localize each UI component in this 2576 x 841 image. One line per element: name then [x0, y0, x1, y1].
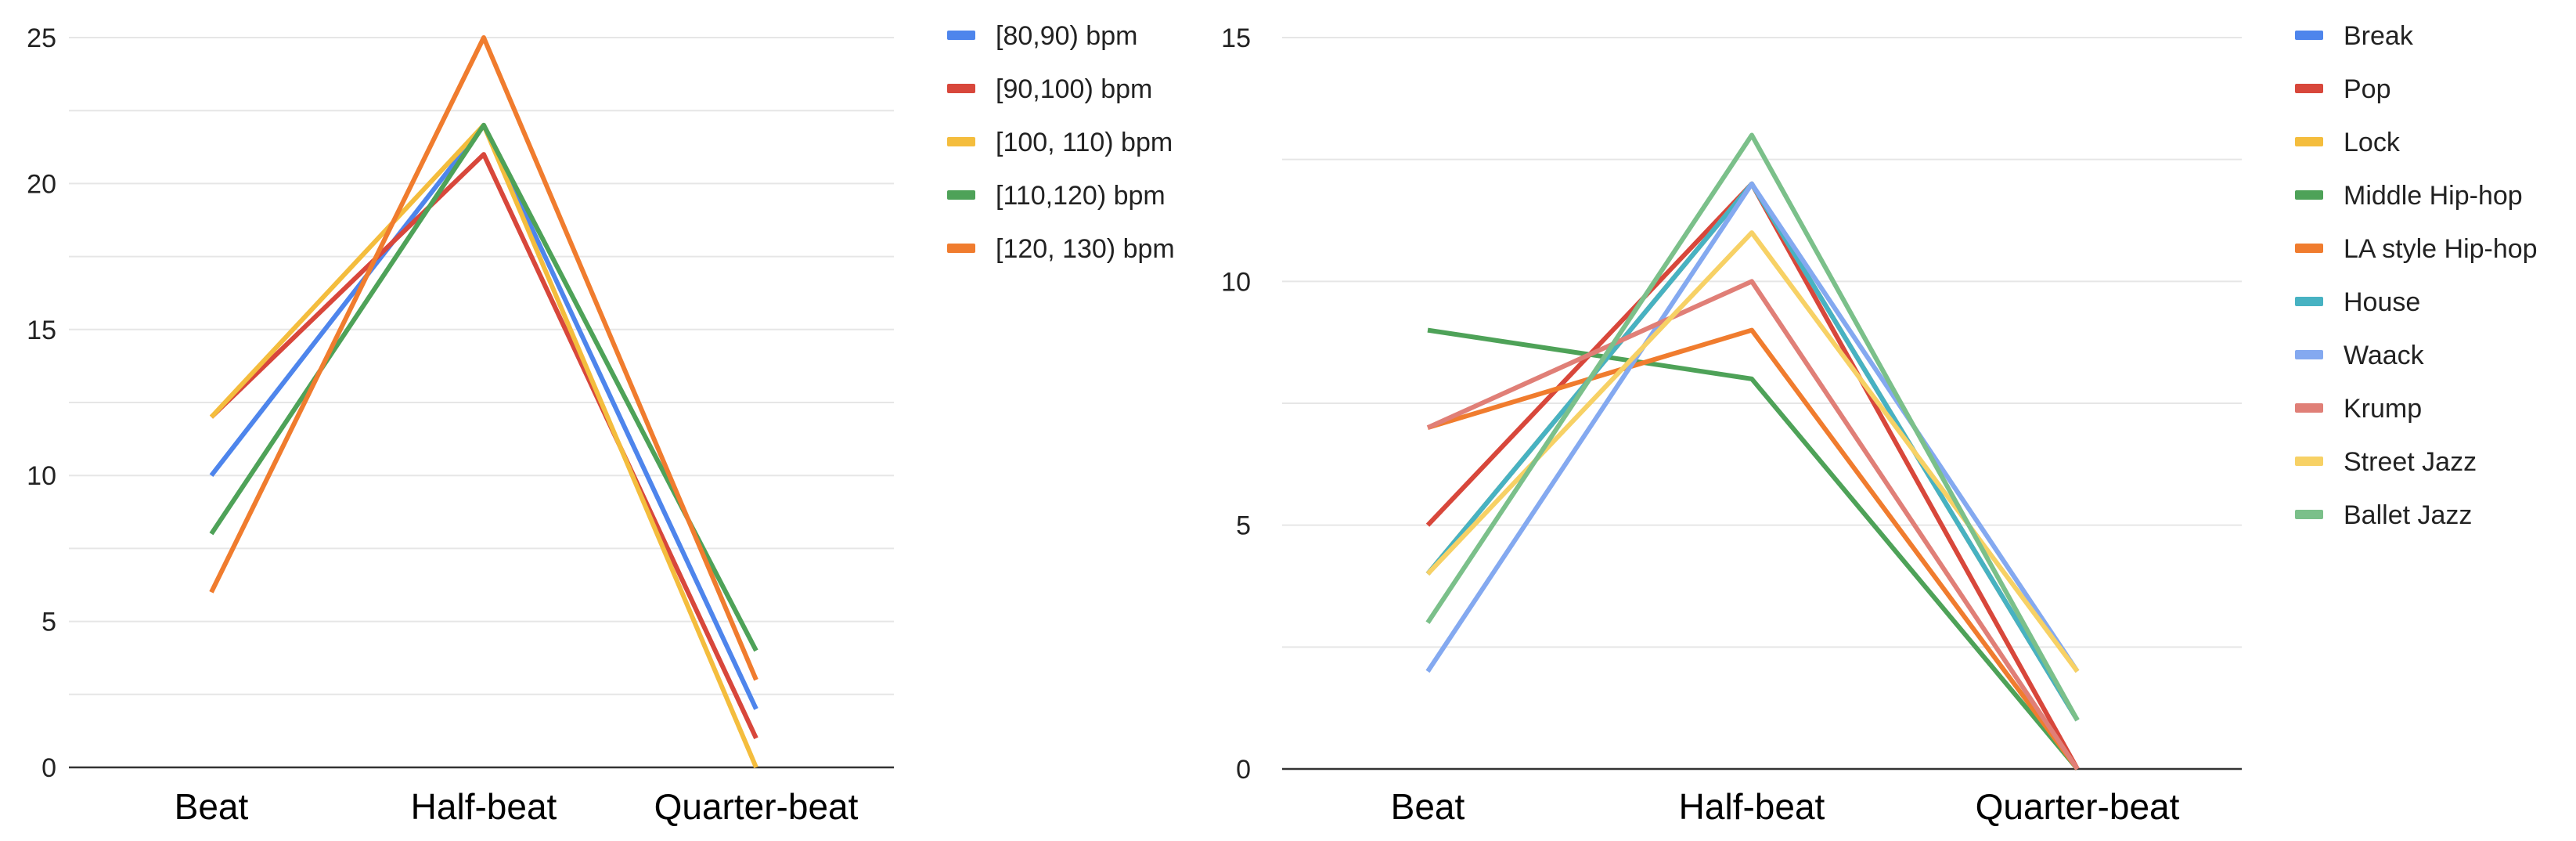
legend-label-ballet-jazz: Ballet Jazz — [2344, 500, 2472, 530]
legend-swatch-80-90-bpm — [947, 31, 975, 40]
legend-swatch-middle-hip-hop — [2295, 190, 2323, 200]
legend-swatch-la-style-hip-hop — [2295, 244, 2323, 253]
legend-swatch-110-120-bpm — [947, 190, 975, 200]
legend-label-krump: Krump — [2344, 394, 2422, 424]
legend-label-110-120-bpm: [110,120) bpm — [996, 181, 1166, 211]
x-tick-label: Half-beat — [411, 786, 557, 827]
chart-dance-genres: 0 5 10 15 Beat Half-beat Quarter-beat Break Pop L… — [1221, 21, 2537, 827]
legend-swatch-120-130-bpm — [947, 244, 975, 253]
legend-swatch-house — [2295, 297, 2323, 306]
y-tick-label: 0 — [1236, 755, 1251, 785]
series-line-120-130-bpm — [209, 35, 758, 681]
y-tick-label: 20 — [27, 169, 56, 199]
legend-label-waack: Waack — [2344, 341, 2425, 370]
series-line-ballet-jazz — [1425, 132, 2080, 722]
y-tick-label: 0 — [41, 753, 56, 783]
legend-label-120-130-bpm: [120, 130) bpm — [996, 234, 1175, 264]
x-tick-label: Quarter-beat — [1976, 786, 2180, 827]
legend-swatch-break — [2295, 31, 2323, 40]
y-tick-label: 10 — [27, 461, 56, 491]
legend-label-100-110-bpm: [100, 110) bpm — [996, 128, 1173, 157]
y-tick-label: 5 — [41, 608, 56, 637]
legend-swatch-lock — [2295, 137, 2323, 146]
legend-swatch-street-jazz — [2295, 457, 2323, 466]
series-line-110-120-bpm — [209, 122, 758, 652]
y-tick-label: 25 — [27, 23, 56, 53]
legend-label-90-100-bpm: [90,100) bpm — [996, 74, 1152, 104]
legend-swatch-waack — [2295, 350, 2323, 359]
x-tick-label: Beat — [1391, 786, 1465, 827]
y-tick-label: 5 — [1236, 511, 1251, 541]
legend-label-house: House — [2344, 287, 2420, 317]
legend-label-la-style-hip-hop: LA style Hip-hop — [2344, 234, 2538, 264]
legend-label-break: Break — [2344, 21, 2414, 51]
x-tick-label: Half-beat — [1679, 786, 1825, 827]
series-line-100-110-bpm — [209, 122, 758, 769]
legend-label-street-jazz: Street Jazz — [2344, 447, 2477, 477]
y-tick-label: 15 — [27, 316, 56, 345]
chart-bpm-ranges: 0 5 10 15 20 25 Beat Half-beat Quarter-beat [80,9… — [27, 21, 1175, 827]
legend-label-80-90-bpm: [80,90) bpm — [996, 21, 1137, 51]
legend-label-middle-hip-hop: Middle Hip-hop — [2344, 181, 2523, 211]
y-tick-label: 15 — [1221, 23, 1251, 53]
legend-swatch-ballet-jazz — [2295, 510, 2323, 519]
legend-swatch-100-110-bpm — [947, 137, 975, 146]
y-tick-label: 10 — [1221, 267, 1251, 297]
series-line-la-style-hip-hop — [1427, 327, 2080, 771]
x-tick-label: Quarter-beat — [654, 786, 859, 827]
series-line-street-jazz — [1425, 230, 2080, 673]
series-line-krump — [1426, 279, 2080, 771]
legend-swatch-krump — [2295, 403, 2323, 413]
legend-swatch-90-100-bpm — [947, 84, 975, 93]
x-tick-label: Beat — [175, 786, 249, 827]
legend-swatch-pop — [2295, 84, 2323, 93]
series-line-waack — [1425, 181, 2080, 673]
legend-label-pop: Pop — [2344, 74, 2391, 104]
series-line-middle-hip-hop — [1427, 327, 2080, 771]
legend-label-lock: Lock — [2344, 128, 2401, 157]
series-line-90-100-bpm — [209, 152, 758, 739]
